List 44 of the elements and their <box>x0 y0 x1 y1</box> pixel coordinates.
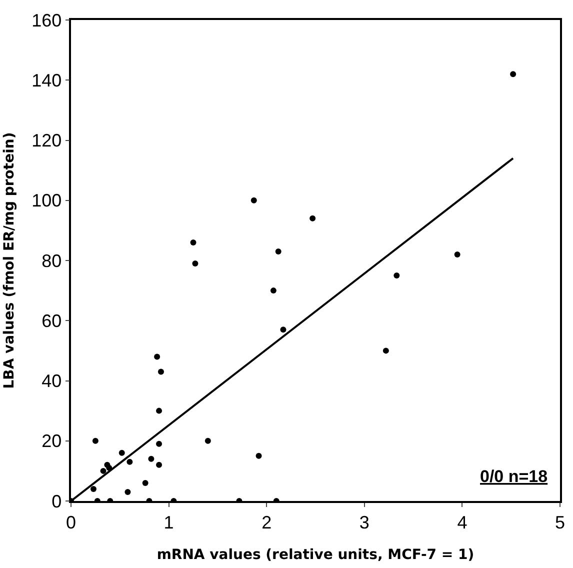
y-tick-label: 60 <box>42 310 62 331</box>
point <box>142 480 148 486</box>
point <box>204 438 211 444</box>
point <box>275 248 282 254</box>
x-tick-label: 1 <box>164 512 174 532</box>
point <box>454 251 460 258</box>
point <box>156 462 162 468</box>
point <box>158 368 164 375</box>
x-tick-label: 3 <box>359 512 370 532</box>
x-axis-title: mRNA values (relative units, MCF-7 = 1) <box>156 547 474 564</box>
y-tick-label: 0 <box>52 491 62 512</box>
point <box>156 440 162 447</box>
point <box>126 458 133 465</box>
point <box>90 486 96 492</box>
x-tick-label: 2 <box>262 512 272 532</box>
point <box>250 197 257 204</box>
point <box>310 215 316 222</box>
point <box>118 450 125 456</box>
point <box>100 468 106 474</box>
y-tick-label: 20 <box>42 431 62 452</box>
point <box>124 488 131 495</box>
point <box>190 239 196 246</box>
annotation: 0/0 n=18 <box>480 467 548 486</box>
y-tick-label: 100 <box>32 190 62 211</box>
y-axis-title: LBA values (fmol ER/mg protein) <box>2 132 18 389</box>
point <box>510 71 516 78</box>
x-tick-label: 4 <box>457 512 468 532</box>
x-tick-label: 0 <box>66 512 76 532</box>
y-tick-label: 120 <box>32 130 62 151</box>
point <box>382 348 389 354</box>
y-tick-label: 160 <box>32 10 62 30</box>
point <box>192 260 198 267</box>
point <box>148 456 154 462</box>
point <box>256 452 262 459</box>
point <box>270 288 276 294</box>
point <box>280 326 286 333</box>
y-tick-label: 80 <box>42 250 62 271</box>
point <box>92 438 98 444</box>
x-tick-label: 5 <box>554 512 566 532</box>
point <box>154 354 160 360</box>
point <box>156 408 162 414</box>
y-tick-label: 40 <box>42 371 62 392</box>
y-tick-label: 140 <box>32 70 62 90</box>
point <box>394 272 400 279</box>
